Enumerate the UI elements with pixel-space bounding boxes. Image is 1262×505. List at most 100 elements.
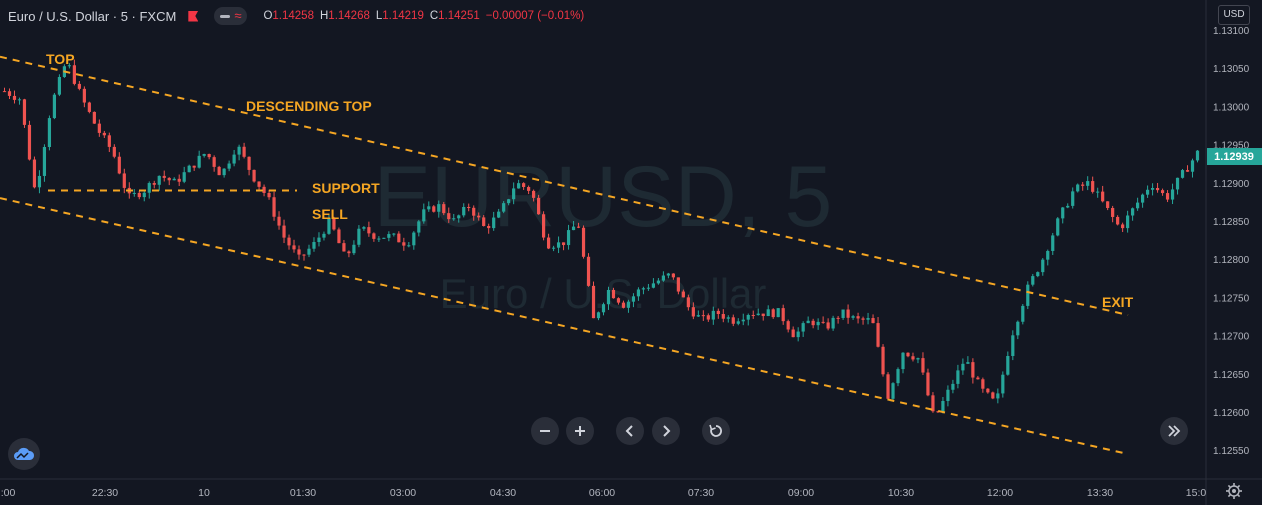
candle-body [102, 132, 106, 136]
candle-body [252, 169, 256, 182]
candle-body [826, 322, 830, 329]
x-tick-label: 13:30 [1087, 487, 1113, 499]
candle-body [1016, 321, 1020, 336]
candle-body [996, 393, 1000, 399]
candle-body [866, 318, 870, 320]
candle-body [666, 273, 670, 276]
candle-body [267, 192, 271, 198]
candle-body [1145, 189, 1150, 195]
candle-body [177, 178, 181, 182]
candles-layer [2, 59, 1200, 414]
y-tick-label: 1.12900 [1213, 179, 1250, 190]
candle-body [616, 298, 621, 303]
scroll-to-realtime-button[interactable] [1160, 417, 1188, 445]
candle-body [167, 177, 171, 181]
candle-body [546, 237, 551, 249]
scroll-right-button[interactable] [652, 417, 680, 445]
x-tick-label: 22:30 [92, 487, 118, 499]
candle-body [786, 321, 790, 330]
symbol-title[interactable]: Euro / U.S. Dollar · 5 · FXCM [8, 8, 177, 24]
candle-body [212, 157, 216, 167]
candle-body [1096, 191, 1100, 193]
candle-body [1116, 216, 1120, 225]
candle-body [636, 289, 641, 297]
trendline-lower-channel[interactable] [0, 197, 1129, 455]
candle-body [532, 190, 536, 198]
candle-body [891, 383, 895, 399]
candle-body [986, 388, 990, 393]
candle-body [591, 285, 596, 319]
reset-chart-button[interactable] [702, 417, 730, 445]
candle-body [337, 229, 341, 244]
trendline-descending-top[interactable] [0, 55, 1129, 316]
x-tick-label: 04:30 [490, 487, 516, 499]
candle-body [247, 156, 251, 170]
candle-body [726, 317, 730, 319]
candle-body [811, 320, 815, 326]
zoom-in-button[interactable] [566, 417, 594, 445]
annotation-sell: SELL [312, 206, 348, 222]
candle-body [137, 192, 141, 198]
zoom-out-button[interactable] [531, 417, 559, 445]
candle-body [911, 356, 915, 360]
indicator-pill[interactable]: ≈ [214, 7, 248, 25]
candle-body [237, 146, 241, 155]
candle-body [971, 362, 975, 378]
candle-body [906, 352, 910, 357]
gear-icon[interactable] [1226, 483, 1242, 499]
candle-body [522, 183, 526, 188]
candle-body [851, 316, 855, 318]
candle-body [202, 154, 206, 156]
candle-body [142, 192, 146, 198]
ohlc-high-value: 1.14268 [328, 10, 370, 22]
candle-body [467, 206, 471, 208]
logo-button[interactable] [8, 438, 40, 470]
x-tick-label: 03:00 [390, 487, 416, 499]
candle-body [696, 315, 700, 317]
trendlines-layer[interactable] [0, 55, 1129, 455]
price-axis[interactable]: 1.13100 1.13050 1.13000 1.12950 1.12900 1.128… [1213, 26, 1250, 457]
candle-body [606, 289, 611, 305]
candle-body [192, 165, 196, 168]
candle-body [147, 183, 151, 193]
x-tick-label: 10:30 [888, 487, 914, 499]
candle-body [1106, 201, 1110, 208]
candle-body [277, 216, 281, 226]
candle-body [856, 316, 860, 319]
scroll-left-button[interactable] [616, 417, 644, 445]
candle-body [342, 243, 346, 252]
candle-body [946, 389, 950, 401]
candle-body [881, 346, 885, 375]
candle-body [172, 178, 176, 181]
last-price-label: 1.12939 [1214, 151, 1254, 163]
candle-body [1150, 188, 1155, 190]
candle-body [272, 197, 276, 217]
y-tick-label: 1.12700 [1213, 332, 1250, 343]
time-axis[interactable]: :00 22:30 10 01:30 03:00 04:30 06:00 07:30 09:00… [1, 487, 1207, 499]
candle-body [347, 251, 351, 254]
candle-body [462, 206, 466, 216]
candle-body [117, 156, 121, 174]
candle-body [12, 95, 17, 100]
candle-body [676, 277, 680, 292]
candle-body [537, 197, 541, 215]
candle-body [327, 217, 331, 234]
ohlc-low-value: 1.14219 [382, 10, 424, 22]
candle-body [312, 242, 316, 249]
candle-body [357, 228, 361, 245]
ohlc-values: O1.14258 H1.14268 L1.14219 C1.14251 −0.0… [263, 10, 584, 22]
last-price-badge [1207, 148, 1262, 165]
candle-body [1011, 335, 1015, 356]
candle-body [561, 242, 566, 246]
ohlc-close-key: C [429, 10, 439, 22]
candle-body [886, 374, 890, 399]
x-tick-label: 09:00 [788, 487, 814, 499]
currency-badge[interactable]: USD [1218, 5, 1250, 25]
candle-body [302, 254, 306, 256]
candle-body [432, 206, 436, 212]
flag-icon[interactable] [188, 10, 199, 22]
double-chevron-right-icon [1168, 425, 1181, 437]
y-tick-label: 1.13100 [1213, 26, 1250, 37]
